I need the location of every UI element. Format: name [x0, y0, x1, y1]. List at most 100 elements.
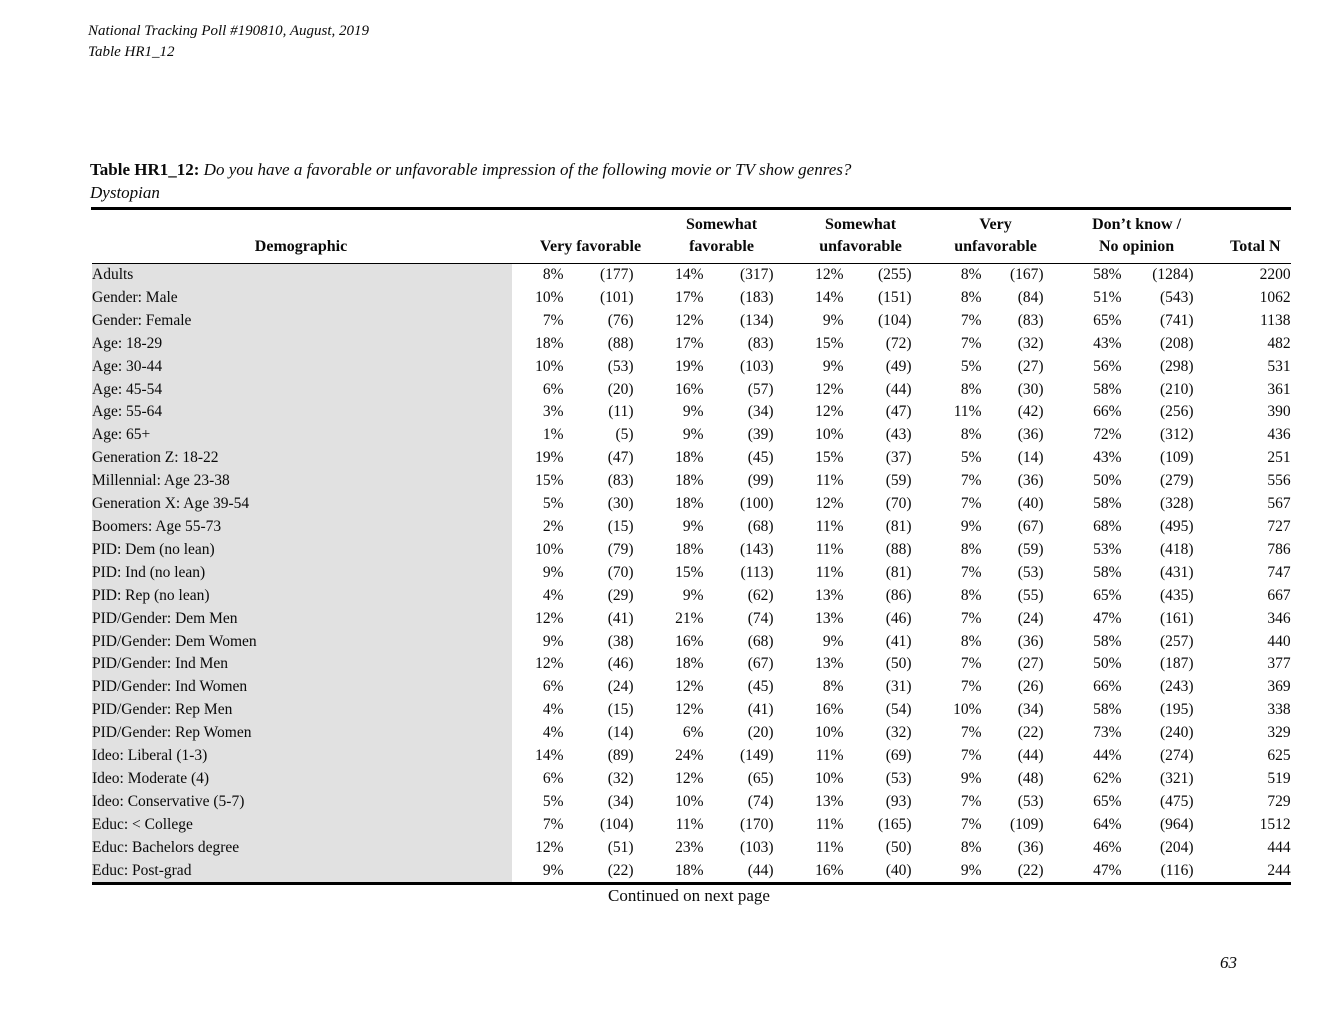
value-cell: (279)	[1159, 472, 1194, 490]
value-cell: 7%	[960, 563, 982, 581]
total-n-cell: 667	[1267, 586, 1291, 604]
value-cell: (62)	[747, 586, 774, 604]
demographic-cell: Gender: Female	[89, 309, 512, 333]
value-cell: 65%	[1093, 311, 1122, 329]
value-cell: (257)	[1159, 632, 1194, 650]
value-cell: (57)	[747, 380, 774, 398]
value-cell: 11%	[815, 563, 844, 581]
value-cell: 47%	[1093, 861, 1122, 879]
value-cell: 73%	[1093, 724, 1122, 742]
value-cell: 12%	[815, 403, 844, 421]
value-cell: 18%	[675, 655, 704, 673]
value-cell: 8%	[542, 266, 564, 283]
value-cell: 50%	[1093, 655, 1122, 673]
value-cell: 10%	[535, 357, 564, 375]
value-cell: 11%	[815, 747, 844, 765]
value-cell: (113)	[740, 563, 774, 581]
value-cell: (44)	[885, 380, 912, 398]
value-cell: 65%	[1093, 586, 1122, 604]
value-cell: (14)	[1017, 449, 1044, 467]
value-cell: (99)	[747, 472, 774, 490]
value-cell: 11%	[953, 403, 982, 421]
col-header-very-unfavorable: Very unfavorable	[911, 208, 1044, 264]
value-cell: (44)	[747, 861, 774, 879]
value-cell: 18%	[675, 540, 704, 558]
value-cell: (83)	[607, 472, 634, 490]
total-n-cell: 436	[1267, 426, 1291, 444]
total-n-cell: 482	[1267, 334, 1291, 352]
value-cell: 10%	[535, 288, 564, 306]
value-cell: 7%	[960, 334, 982, 352]
total-n-cell: 244	[1267, 861, 1291, 879]
value-cell: (68)	[747, 517, 774, 535]
value-cell: 6%	[542, 380, 564, 398]
table-row: PID/Gender: Rep Women 4% (14) 6% (20) 10% (32)…	[89, 722, 1291, 746]
value-cell: 4%	[542, 586, 564, 604]
value-cell: 7%	[960, 792, 982, 810]
value-cell: (74)	[747, 609, 774, 627]
value-cell: (964)	[1159, 815, 1194, 833]
demographic-cell: PID/Gender: Ind Women	[89, 676, 512, 700]
value-cell: 9%	[682, 586, 704, 604]
value-cell: 5%	[542, 495, 564, 513]
table-title-subject: Dystopian	[90, 183, 160, 202]
value-cell: 12%	[675, 701, 704, 719]
value-cell: (36)	[1017, 632, 1044, 650]
value-cell: 13%	[815, 655, 844, 673]
value-cell: (53)	[885, 769, 912, 787]
value-cell: 8%	[960, 632, 982, 650]
table-row: Generation X: Age 39-54 5% (30) 18% (100) 12%…	[89, 493, 1291, 516]
table-row: Educ: < College 7% (104) 11% (170) 11% (165) 7%…	[89, 813, 1291, 837]
value-cell: (34)	[1017, 701, 1044, 719]
table-row: Millennial: Age 23-38 15% (83) 18% (99) 11% (5…	[89, 470, 1291, 494]
value-cell: (151)	[877, 288, 912, 306]
value-cell: (47)	[885, 403, 912, 421]
value-cell: (49)	[885, 357, 912, 375]
value-cell: 8%	[822, 678, 844, 696]
col-header-dont-know: Don’t know / No opinion	[1043, 208, 1194, 264]
value-cell: 5%	[542, 792, 564, 810]
demographic-cell: Ideo: Liberal (1-3)	[89, 745, 512, 768]
value-cell: (89)	[607, 747, 634, 765]
value-cell: 4%	[542, 724, 564, 742]
value-cell: 12%	[815, 495, 844, 513]
col-header-very-favorable: Very favorable	[511, 208, 641, 264]
demographic-cell: Generation Z: 18-22	[89, 447, 512, 471]
value-cell: 50%	[1093, 472, 1122, 490]
demographic-cell: Millennial: Age 23-38	[89, 470, 512, 494]
demographic-cell: Ideo: Moderate (4)	[89, 767, 512, 791]
value-cell: (44)	[1017, 747, 1044, 765]
value-cell: (312)	[1159, 426, 1194, 444]
value-cell: (24)	[1017, 609, 1044, 627]
value-cell: 14%	[535, 747, 564, 765]
value-cell: (22)	[607, 861, 634, 879]
value-cell: (36)	[1017, 426, 1044, 444]
demographic-cell: PID: Dem (no lean)	[89, 538, 512, 562]
value-cell: 44%	[1093, 747, 1122, 765]
value-cell: (5)	[615, 426, 634, 444]
value-cell: 65%	[1093, 792, 1122, 810]
value-cell: (274)	[1159, 747, 1194, 765]
value-cell: 64%	[1093, 815, 1122, 833]
value-cell: 7%	[542, 311, 564, 329]
demographic-cell: Ideo: Conservative (5-7)	[89, 790, 512, 814]
value-cell: 6%	[682, 724, 704, 742]
value-cell: 16%	[675, 380, 704, 398]
value-cell: (34)	[607, 792, 634, 810]
value-cell: 18%	[675, 495, 704, 513]
value-cell: (50)	[885, 655, 912, 673]
document-header: National Tracking Poll #190810, August, …	[88, 21, 369, 63]
value-cell: 56%	[1093, 357, 1122, 375]
value-cell: 10%	[953, 701, 982, 719]
value-cell: (55)	[1017, 586, 1044, 604]
value-cell: 18%	[675, 861, 704, 879]
value-cell: (67)	[747, 655, 774, 673]
value-cell: 7%	[960, 655, 982, 673]
total-n-cell: 390	[1267, 403, 1291, 421]
total-n-cell: 727	[1267, 517, 1291, 535]
table-row: PID/Gender: Dem Men 12% (41) 21% (74) 13% (46)…	[89, 607, 1291, 631]
col-header-somewhat-favorable: Somewhat favorable	[633, 208, 774, 264]
value-cell: (543)	[1159, 288, 1194, 306]
total-n-cell: 729	[1267, 792, 1291, 810]
value-cell: (20)	[607, 380, 634, 398]
